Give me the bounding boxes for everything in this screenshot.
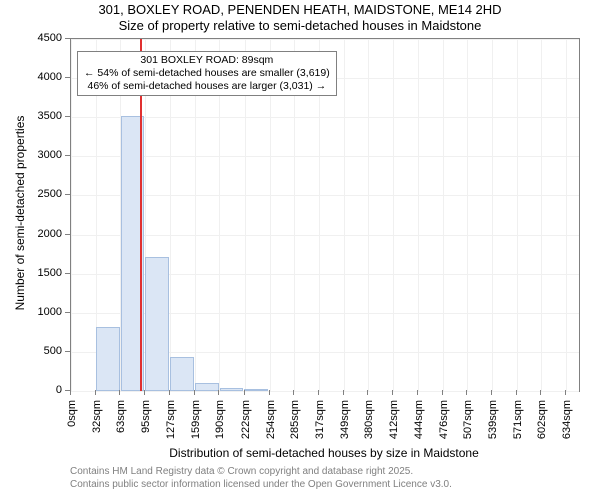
grid-h <box>71 391 579 392</box>
histogram-bar <box>244 389 268 391</box>
x-tick-mark <box>318 390 319 395</box>
annotation-box: 301 BOXLEY ROAD: 89sqm← 54% of semi-deta… <box>77 51 337 96</box>
footer-line-1: Contains HM Land Registry data © Crown c… <box>70 466 452 479</box>
grid-v <box>344 39 345 391</box>
grid-h <box>71 39 579 40</box>
y-tick-label: 2500 <box>0 188 62 200</box>
x-tick-label: 539sqm <box>487 400 499 450</box>
grid-h <box>71 235 579 236</box>
grid-v <box>393 39 394 391</box>
x-tick-label: 222sqm <box>240 400 252 450</box>
x-tick-mark <box>442 390 443 395</box>
histogram-bar <box>195 383 219 391</box>
chart-container: 301, BOXLEY ROAD, PENENDEN HEATH, MAIDST… <box>0 0 600 500</box>
x-tick-label: 127sqm <box>165 400 177 450</box>
x-tick-label: 254sqm <box>265 400 277 450</box>
x-tick-label: 317sqm <box>314 400 326 450</box>
x-tick-mark <box>144 390 145 395</box>
grid-v <box>368 39 369 391</box>
x-tick-label: 95sqm <box>140 400 152 450</box>
x-tick-mark <box>119 390 120 395</box>
x-tick-mark <box>95 390 96 395</box>
x-tick-label: 444sqm <box>413 400 425 450</box>
title-block: 301, BOXLEY ROAD, PENENDEN HEATH, MAIDST… <box>0 2 600 33</box>
title-line-2: Size of property relative to semi-detach… <box>0 18 600 34</box>
y-tick-label: 1500 <box>0 267 62 279</box>
x-tick-mark <box>367 390 368 395</box>
y-tick-mark <box>65 116 70 117</box>
histogram-bar <box>96 327 120 391</box>
x-tick-mark <box>343 390 344 395</box>
y-tick-mark <box>65 234 70 235</box>
x-tick-label: 32sqm <box>91 400 103 450</box>
y-tick-label: 4000 <box>0 71 62 83</box>
x-tick-mark <box>417 390 418 395</box>
histogram-bar <box>170 357 194 391</box>
footer-line-2: Contains public sector information licen… <box>70 479 452 492</box>
histogram-bar <box>145 257 169 391</box>
y-axis-label: Number of semi-detached properties <box>13 103 27 323</box>
x-tick-mark <box>169 390 170 395</box>
x-tick-mark <box>244 390 245 395</box>
x-tick-label: 507sqm <box>462 400 474 450</box>
grid-v <box>492 39 493 391</box>
y-tick-mark <box>65 77 70 78</box>
x-tick-mark <box>269 390 270 395</box>
x-tick-mark <box>293 390 294 395</box>
x-tick-mark <box>516 390 517 395</box>
grid-h <box>71 117 579 118</box>
x-tick-mark <box>194 390 195 395</box>
x-axis-label: Distribution of semi-detached houses by … <box>70 446 578 460</box>
grid-v <box>71 39 72 391</box>
x-tick-label: 571sqm <box>512 400 524 450</box>
grid-h <box>71 195 579 196</box>
grid-h <box>71 156 579 157</box>
grid-v <box>517 39 518 391</box>
y-tick-mark <box>65 194 70 195</box>
x-tick-label: 602sqm <box>536 400 548 450</box>
x-tick-label: 476sqm <box>438 400 450 450</box>
annotation-line-3: 46% of semi-detached houses are larger (… <box>84 80 330 93</box>
annotation-line-1: 301 BOXLEY ROAD: 89sqm <box>84 54 330 67</box>
x-tick-label: 190sqm <box>214 400 226 450</box>
x-tick-label: 0sqm <box>66 400 78 450</box>
y-tick-label: 1000 <box>0 306 62 318</box>
y-tick-mark <box>65 155 70 156</box>
x-tick-label: 285sqm <box>289 400 301 450</box>
y-tick-mark <box>65 351 70 352</box>
grid-v <box>443 39 444 391</box>
y-tick-label: 2000 <box>0 228 62 240</box>
grid-v <box>418 39 419 391</box>
title-line-1: 301, BOXLEY ROAD, PENENDEN HEATH, MAIDST… <box>0 2 600 18</box>
x-tick-label: 634sqm <box>561 400 573 450</box>
y-tick-label: 4500 <box>0 32 62 44</box>
y-tick-mark <box>65 273 70 274</box>
x-tick-mark <box>70 390 71 395</box>
plot-area: 301 BOXLEY ROAD: 89sqm← 54% of semi-deta… <box>70 38 580 392</box>
x-tick-label: 380sqm <box>363 400 375 450</box>
grid-v <box>541 39 542 391</box>
y-tick-mark <box>65 312 70 313</box>
footer: Contains HM Land Registry data © Crown c… <box>70 466 452 491</box>
x-tick-mark <box>491 390 492 395</box>
y-tick-mark <box>65 38 70 39</box>
x-tick-mark <box>218 390 219 395</box>
grid-v <box>566 39 567 391</box>
annotation-line-2: ← 54% of semi-detached houses are smalle… <box>84 67 330 80</box>
y-tick-label: 0 <box>0 384 62 396</box>
histogram-bar <box>220 388 244 391</box>
x-tick-label: 63sqm <box>115 400 127 450</box>
x-tick-mark <box>466 390 467 395</box>
x-tick-mark <box>540 390 541 395</box>
grid-v <box>467 39 468 391</box>
x-tick-label: 412sqm <box>388 400 400 450</box>
x-tick-label: 159sqm <box>190 400 202 450</box>
y-tick-label: 3000 <box>0 149 62 161</box>
y-tick-label: 500 <box>0 345 62 357</box>
x-tick-mark <box>392 390 393 395</box>
x-tick-label: 349sqm <box>339 400 351 450</box>
x-tick-mark <box>565 390 566 395</box>
y-tick-label: 3500 <box>0 110 62 122</box>
